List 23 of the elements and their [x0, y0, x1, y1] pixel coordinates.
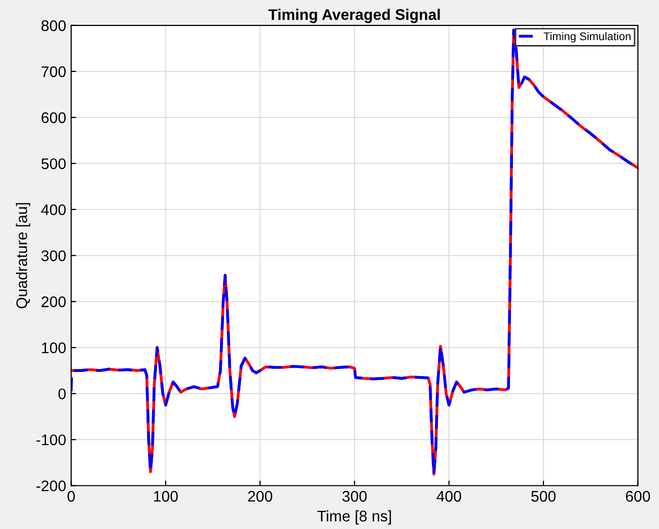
y-tick-label: 800	[41, 20, 66, 32]
y-tick-label: -100	[36, 434, 66, 446]
y-tick-label: 300	[41, 250, 66, 262]
x-tick-label: 500	[531, 490, 556, 502]
chart-title: Timing Averaged Signal	[268, 8, 440, 24]
x-tick-label: 400	[436, 490, 462, 502]
x-tick-label: 300	[342, 490, 367, 502]
y-tick-label: 0	[58, 388, 66, 400]
x-tick-label: 200	[248, 490, 272, 502]
legend-label: Timing Simulation	[544, 32, 631, 42]
y-axis-title: Quadrature [au]	[16, 203, 30, 308]
y-tick-label: 200	[42, 296, 66, 308]
y-tick-label: 500	[41, 158, 66, 170]
y-tick-label: 600	[42, 112, 66, 124]
y-tick-label: 100	[42, 342, 66, 354]
x-axis-title: Time [8 ns]	[317, 510, 391, 525]
x-tick-label: 600	[626, 490, 650, 502]
x-tick-label: 100	[154, 490, 178, 502]
line-series	[71, 28, 638, 476]
x-tick-label: 0	[68, 490, 75, 502]
y-tick-label: 400	[41, 204, 66, 216]
y-tick-label: -200	[36, 480, 66, 492]
y-tick-label: 700	[42, 66, 66, 78]
